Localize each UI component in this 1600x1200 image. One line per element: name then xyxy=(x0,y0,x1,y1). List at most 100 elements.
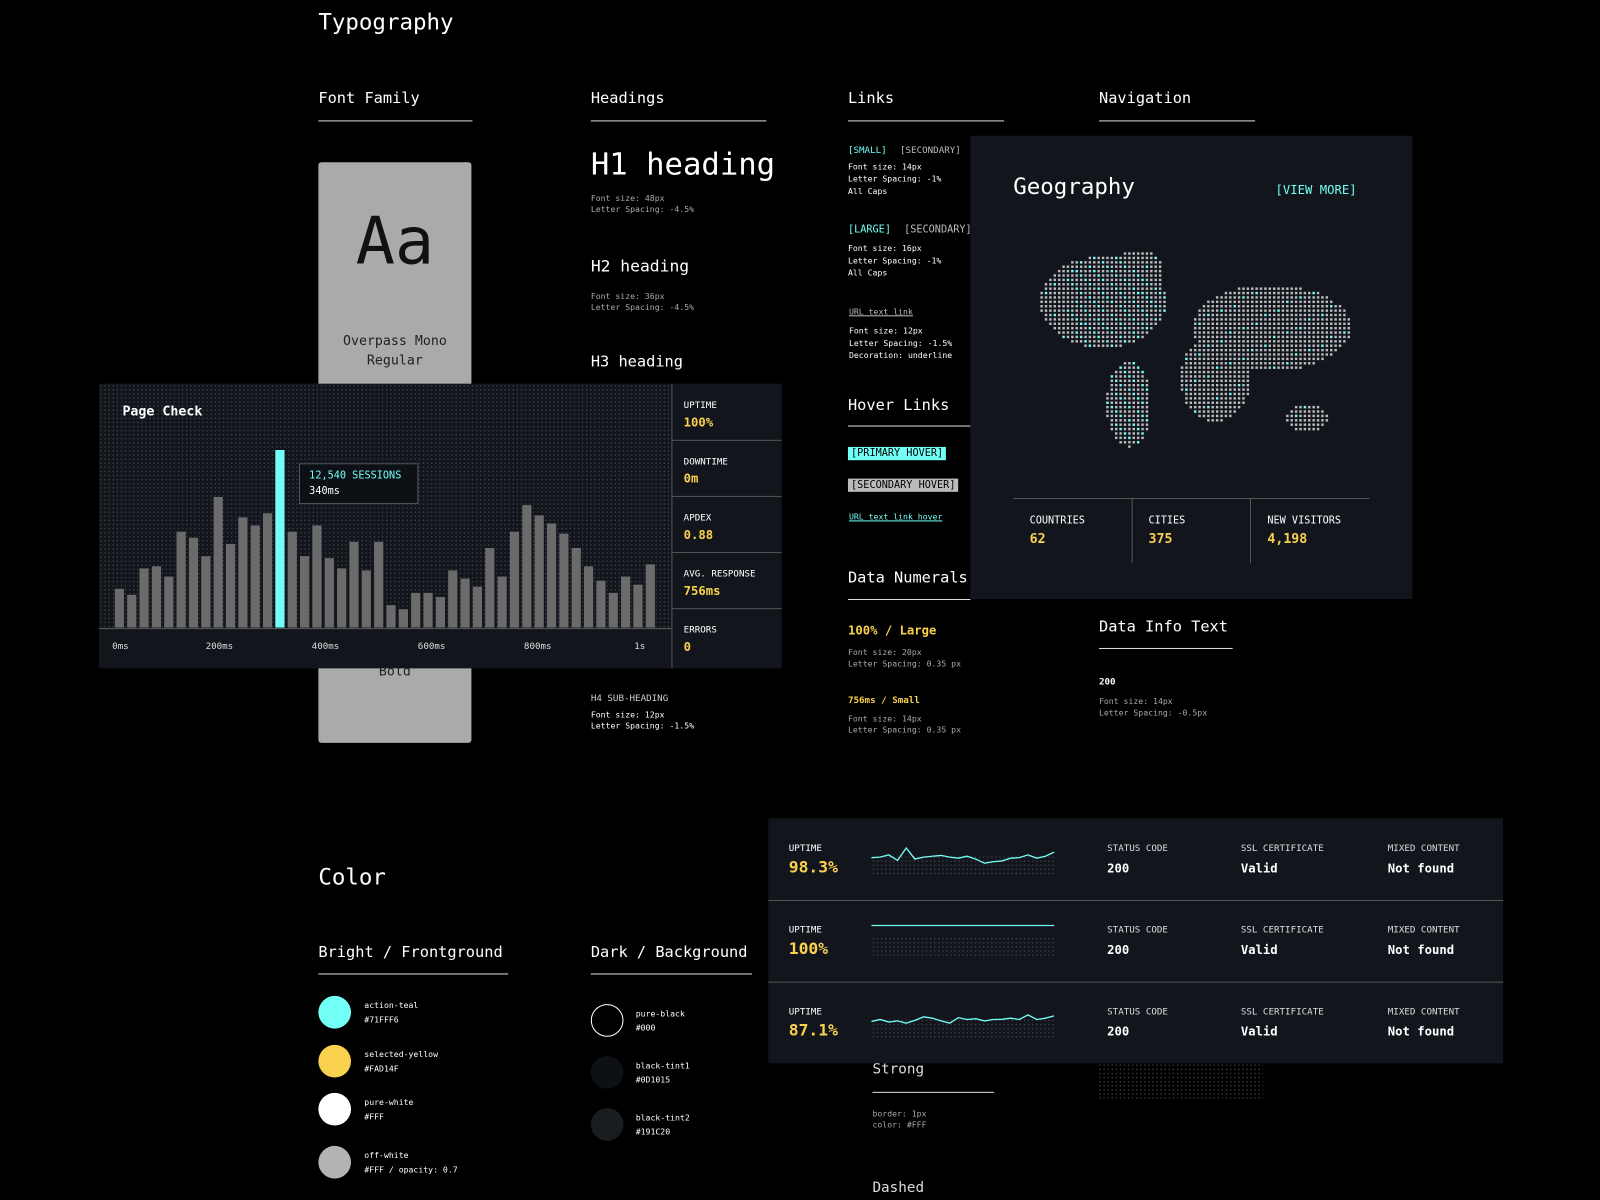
map-dot xyxy=(1299,326,1302,330)
map-dot xyxy=(1158,304,1162,308)
map-dot xyxy=(1325,414,1329,418)
map-dot xyxy=(1233,388,1236,391)
map-dot xyxy=(1128,366,1131,369)
swatch-name: pure-white xyxy=(364,1097,414,1108)
map-dot xyxy=(1071,340,1074,343)
map-dot xyxy=(1128,322,1131,325)
map-dot xyxy=(1215,410,1219,413)
map-dot xyxy=(1220,318,1223,321)
map-dot xyxy=(1303,348,1307,352)
map-dot xyxy=(1321,322,1324,325)
map-dot xyxy=(1233,405,1236,409)
map-dot xyxy=(1141,296,1144,299)
link-small[interactable]: [SMALL] xyxy=(847,145,887,157)
map-dot xyxy=(1312,313,1315,317)
map-dot xyxy=(1123,296,1127,299)
map-dot xyxy=(1150,269,1153,273)
map-dot xyxy=(1189,388,1193,391)
map-dot xyxy=(1268,362,1272,365)
map-dot xyxy=(1071,287,1074,290)
map-dot xyxy=(1093,296,1096,299)
map-dot xyxy=(1237,388,1241,391)
map-dot xyxy=(1158,296,1162,299)
map-dot xyxy=(1224,370,1228,374)
map-dot xyxy=(1145,331,1149,334)
map-dot xyxy=(1211,419,1214,422)
bar xyxy=(546,523,557,628)
link-large[interactable]: [LARGE] xyxy=(847,224,891,236)
map-dot xyxy=(1145,287,1149,290)
map-dot xyxy=(1299,322,1302,325)
map-dot xyxy=(1224,362,1228,365)
map-dot xyxy=(1211,383,1214,387)
map-dot xyxy=(1093,300,1096,304)
hover-primary[interactable]: [PRIMARY HOVER] xyxy=(847,446,947,461)
map-dot xyxy=(1202,379,1206,383)
map-dot xyxy=(1242,401,1245,404)
map-dot xyxy=(1255,344,1258,347)
info-sample: 200 xyxy=(1098,677,1116,688)
map-dot xyxy=(1224,375,1228,378)
map-dot xyxy=(1189,348,1193,352)
map-dot xyxy=(1075,322,1078,325)
map-dot xyxy=(1242,375,1245,378)
link-small-secondary[interactable]: [SECONDARY] xyxy=(899,145,961,157)
map-dot xyxy=(1123,405,1127,409)
map-dot xyxy=(1242,340,1245,343)
map-dot xyxy=(1308,410,1311,413)
hover-url[interactable]: URL text link hover xyxy=(848,512,943,522)
map-dot xyxy=(1347,318,1350,321)
map-dot xyxy=(1132,326,1135,330)
map-dot xyxy=(1106,322,1109,325)
map-dot xyxy=(1224,309,1228,312)
map-dot xyxy=(1132,370,1135,374)
bar xyxy=(312,525,322,628)
map-dot xyxy=(1316,410,1320,413)
map-dot xyxy=(1211,375,1214,378)
stat-label: COUNTRIES xyxy=(1029,515,1085,527)
map-dot xyxy=(1264,291,1267,295)
view-more-link[interactable]: [VIEW MORE] xyxy=(1275,182,1357,197)
map-dot xyxy=(1303,313,1307,317)
hover-secondary[interactable]: [SECONDARY HOVER] xyxy=(847,478,959,492)
uptime-value: 100% xyxy=(788,938,829,959)
map-dot xyxy=(1114,340,1118,343)
map-dot xyxy=(1281,291,1285,295)
map-dot xyxy=(1106,340,1109,343)
map-dot xyxy=(1057,304,1061,308)
map-dot xyxy=(1097,269,1100,273)
url-link[interactable]: URL text link xyxy=(848,307,913,317)
map-dot xyxy=(1132,335,1135,339)
map-dot xyxy=(1198,340,1201,343)
map-dot xyxy=(1079,265,1083,268)
map-dot xyxy=(1237,313,1241,317)
map-dot xyxy=(1211,379,1214,383)
map-dot xyxy=(1237,348,1241,352)
map-dot xyxy=(1110,309,1114,312)
map-dot xyxy=(1198,331,1201,334)
map-dot xyxy=(1132,436,1135,440)
map-dot xyxy=(1237,322,1241,325)
map-dot xyxy=(1154,318,1157,321)
map-dot xyxy=(1093,335,1096,339)
map-dot xyxy=(1237,331,1241,334)
map-dot xyxy=(1272,326,1276,330)
map-dot xyxy=(1071,318,1074,321)
map-dot xyxy=(1123,362,1127,365)
map-dot xyxy=(1150,300,1153,304)
map-dot xyxy=(1259,318,1263,321)
map-dot xyxy=(1088,278,1092,282)
map-dot xyxy=(1321,340,1324,343)
map-dot xyxy=(1110,318,1114,321)
map-dot xyxy=(1071,326,1074,330)
map-dot xyxy=(1150,304,1153,308)
map-dot xyxy=(1290,291,1293,295)
map-dot xyxy=(1246,344,1250,347)
map-dot xyxy=(1220,357,1223,361)
map-dot xyxy=(1110,423,1114,426)
map-dot xyxy=(1088,261,1092,264)
link-large-secondary[interactable]: [SECONDARY] xyxy=(904,224,972,236)
map-dot xyxy=(1141,322,1144,325)
map-dot xyxy=(1093,269,1096,273)
map-dot xyxy=(1215,397,1219,400)
